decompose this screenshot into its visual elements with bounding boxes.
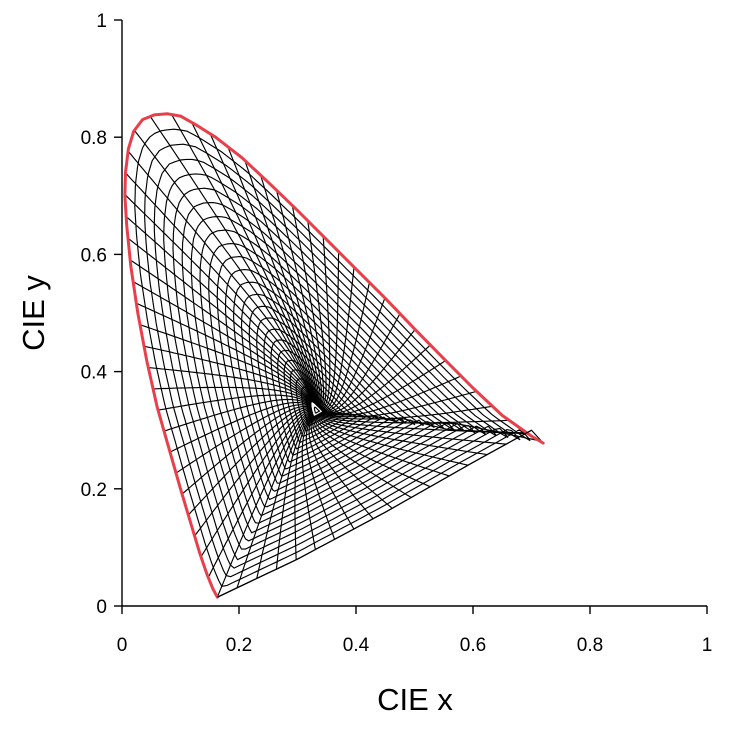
line-of-purples (217, 429, 532, 598)
mesh-spoke (200, 408, 312, 558)
mesh-contour (295, 378, 342, 432)
mesh-contour (248, 305, 397, 477)
mesh-spoke (209, 133, 319, 407)
mesh-spoke (181, 405, 312, 495)
y-tick-label: 0 (96, 597, 107, 618)
mesh-spoke (127, 237, 315, 403)
mesh-spoke (133, 130, 317, 405)
mesh-contour (240, 293, 406, 484)
mesh-spoke (163, 398, 312, 432)
mesh-contour (153, 158, 509, 569)
mesh-contour (224, 269, 425, 501)
mesh-contour (181, 202, 476, 542)
mesh-contour (190, 215, 465, 534)
mesh-spoke (129, 259, 314, 403)
chromaticity-mesh (124, 113, 542, 598)
y-tick-label: 0.4 (81, 363, 108, 384)
mesh-contour (283, 359, 356, 444)
mesh-spoke (139, 324, 312, 403)
mesh-contour (134, 128, 531, 587)
mesh-spoke (175, 404, 312, 474)
y-tick-label: 0.2 (81, 480, 107, 501)
mesh-spoke (136, 302, 313, 403)
mesh-spoke (171, 114, 318, 406)
spectral-locus (123, 112, 545, 599)
mesh-spoke (143, 345, 312, 404)
mesh-contour (313, 406, 321, 414)
mesh-contour (277, 349, 363, 450)
mesh-spoke (127, 150, 317, 405)
mesh-spoke (227, 146, 320, 408)
mesh-spoke (158, 394, 312, 411)
x-axis-title: CIE x (377, 682, 453, 717)
spectral-locus-curve (123, 112, 545, 599)
mesh-spoke (191, 122, 319, 407)
mesh-spoke (125, 216, 315, 404)
x-tick-label: 0.8 (577, 635, 603, 656)
mesh-contour (270, 339, 372, 456)
mesh-spoke (149, 116, 318, 406)
mesh-spoke (153, 386, 312, 405)
mesh-spoke (169, 401, 312, 453)
x-axis-ticks: 0 0.2 0.4 0.6 0.8 1 (117, 606, 713, 656)
mesh-contour (233, 281, 416, 492)
x-tick-label: 0.4 (343, 635, 370, 656)
mesh-contour (310, 401, 325, 418)
x-tick-label: 0.2 (226, 635, 252, 656)
mesh-contour (256, 317, 388, 470)
mesh-contour (216, 256, 435, 508)
mesh-spoke (148, 367, 312, 405)
mesh-contour (208, 243, 444, 517)
y-axis-ticks: 0 0.2 0.4 0.6 0.8 1 (81, 11, 122, 618)
mesh-spoke (132, 281, 313, 403)
mesh-spoke (125, 172, 316, 404)
mesh-spoke (207, 409, 313, 578)
y-tick-label: 0.8 (81, 128, 107, 149)
mesh-contour (172, 187, 487, 550)
mesh-spoke (236, 410, 313, 588)
mesh-spoke (216, 410, 313, 598)
mesh-contour (300, 386, 336, 427)
x-tick-label: 1 (702, 635, 713, 656)
mesh-contour (144, 143, 521, 578)
mesh-spoke (124, 194, 316, 404)
mesh-contour (289, 369, 349, 438)
mesh-spoke (187, 407, 312, 516)
y-axis-title: CIE y (16, 275, 51, 351)
x-tick-label: 0 (117, 635, 128, 656)
y-tick-label: 1 (96, 11, 107, 32)
y-tick-label: 0.6 (81, 245, 107, 266)
mesh-contour (305, 394, 330, 422)
x-tick-label: 0.6 (460, 635, 486, 656)
mesh-spoke (194, 408, 312, 537)
mesh-contour (263, 328, 380, 463)
mesh-contour (199, 229, 455, 524)
mesh-spoke (323, 297, 386, 413)
mesh-contour (163, 173, 497, 561)
